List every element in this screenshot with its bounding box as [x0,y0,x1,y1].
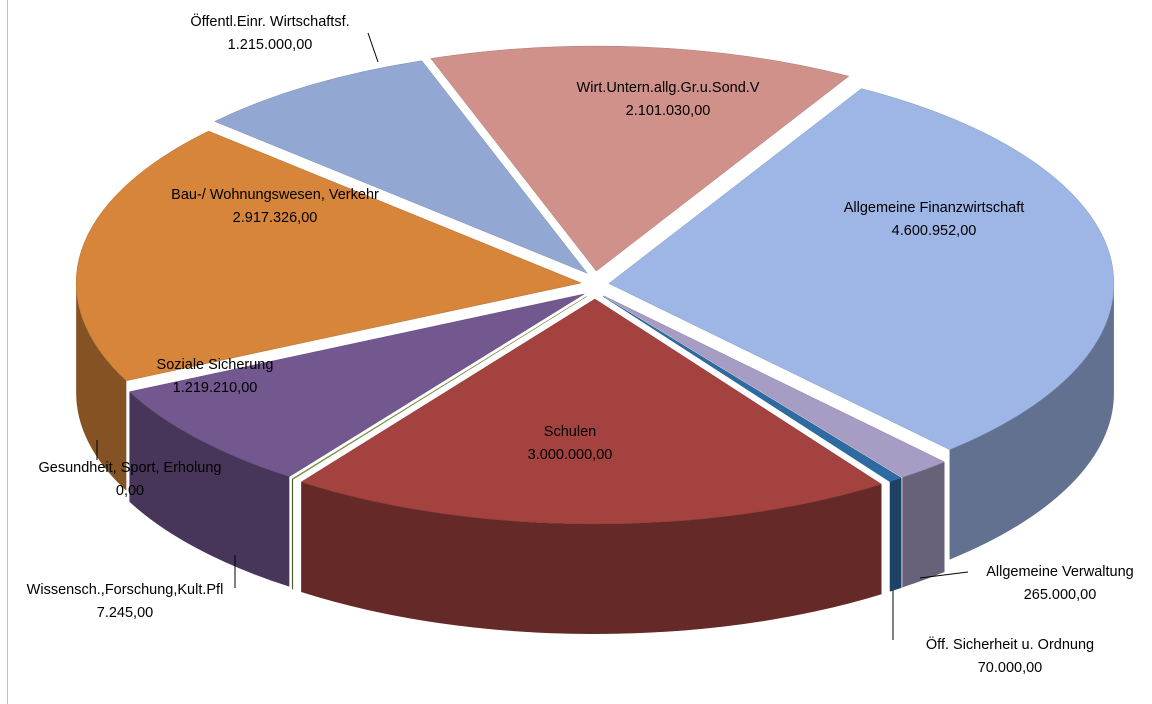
leader-line [919,571,969,579]
value-label: 3.000.000,00 [528,447,613,463]
category-label: Soziale Sicherung [157,357,274,373]
slice-side [301,482,882,634]
value-label: 0,00 [116,483,144,499]
category-label: Wissensch.,Forschung,Kult.Pfl [27,582,224,598]
value-label: 70.000,00 [978,660,1043,676]
value-label: 2.917.326,00 [233,210,318,226]
slice [608,88,1115,450]
slice [602,296,903,482]
category-label: Wirt.Untern.allg.Gr.u.Sond.V [577,80,760,96]
slice [128,293,585,477]
value-label: 265.000,00 [1024,587,1097,603]
value-label: 4.600.952,00 [892,223,977,239]
value-label: 7.245,00 [97,605,153,621]
slice-side [902,461,945,588]
category-label: Bau-/ Wohnungswesen, Verkehr [171,187,379,203]
value-label: 2.101.030,00 [626,103,711,119]
slice-tops [75,45,1115,525]
slice [214,60,589,274]
category-label: Öffentl.Einr. Wirtschaftsf. [190,12,349,30]
slice [430,45,850,272]
slice-side [76,282,127,491]
slice [300,298,883,525]
slice-walls [76,282,1114,634]
leader-line [367,32,379,63]
category-label: Öff. Sicherheit u. Ordnung [926,635,1094,653]
slice [603,295,946,478]
category-label: Allgemeine Finanzwirtschaft [844,200,1025,216]
category-label: Gesundheit, Sport, Erholung [39,460,222,476]
slice-side [889,477,902,592]
slice [291,296,587,480]
slice-side [291,479,294,590]
value-label: 1.215.000,00 [228,37,313,53]
slice [75,130,582,382]
value-label: 1.219.210,00 [173,380,258,396]
slice-side [949,283,1114,560]
slice-side [129,391,290,587]
category-label: Schulen [544,424,596,440]
data-labels: Allgemeine Finanzwirtschaft 4.600.952,00 A… [27,12,1134,676]
category-label: Allgemeine Verwaltung [986,564,1134,580]
